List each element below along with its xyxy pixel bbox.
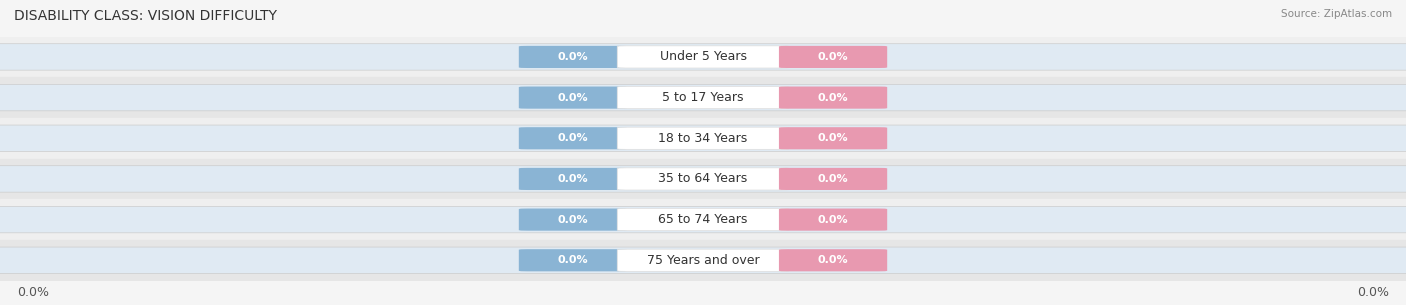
FancyBboxPatch shape xyxy=(617,209,789,231)
FancyBboxPatch shape xyxy=(0,247,1406,274)
FancyBboxPatch shape xyxy=(0,84,1406,111)
Text: 5 to 17 Years: 5 to 17 Years xyxy=(662,91,744,104)
FancyBboxPatch shape xyxy=(519,127,627,149)
FancyBboxPatch shape xyxy=(519,168,627,190)
Bar xyxy=(0,240,1406,281)
Text: 0.0%: 0.0% xyxy=(17,286,49,299)
Text: 65 to 74 Years: 65 to 74 Years xyxy=(658,213,748,226)
Text: 0.0%: 0.0% xyxy=(558,93,588,102)
Text: 0.0%: 0.0% xyxy=(818,93,848,102)
FancyBboxPatch shape xyxy=(779,87,887,109)
FancyBboxPatch shape xyxy=(0,166,1406,192)
FancyBboxPatch shape xyxy=(0,44,1406,70)
Text: 75 Years and over: 75 Years and over xyxy=(647,254,759,267)
Bar xyxy=(0,77,1406,118)
FancyBboxPatch shape xyxy=(617,46,789,68)
FancyBboxPatch shape xyxy=(519,46,627,68)
Bar xyxy=(0,159,1406,199)
Text: 0.0%: 0.0% xyxy=(558,255,588,265)
FancyBboxPatch shape xyxy=(617,127,789,149)
Text: 0.0%: 0.0% xyxy=(818,255,848,265)
FancyBboxPatch shape xyxy=(617,249,789,271)
FancyBboxPatch shape xyxy=(779,46,887,68)
FancyBboxPatch shape xyxy=(617,87,789,109)
Text: 35 to 64 Years: 35 to 64 Years xyxy=(658,172,748,185)
FancyBboxPatch shape xyxy=(779,209,887,231)
FancyBboxPatch shape xyxy=(779,127,887,149)
FancyBboxPatch shape xyxy=(779,249,887,271)
FancyBboxPatch shape xyxy=(519,209,627,231)
Text: 0.0%: 0.0% xyxy=(818,52,848,62)
FancyBboxPatch shape xyxy=(0,125,1406,152)
Bar xyxy=(0,37,1406,77)
Text: 0.0%: 0.0% xyxy=(818,174,848,184)
Text: DISABILITY CLASS: VISION DIFFICULTY: DISABILITY CLASS: VISION DIFFICULTY xyxy=(14,9,277,23)
Text: Under 5 Years: Under 5 Years xyxy=(659,50,747,63)
Bar xyxy=(0,118,1406,159)
Text: 0.0%: 0.0% xyxy=(558,174,588,184)
FancyBboxPatch shape xyxy=(617,168,789,190)
Text: 18 to 34 Years: 18 to 34 Years xyxy=(658,132,748,145)
FancyBboxPatch shape xyxy=(779,168,887,190)
Text: 0.0%: 0.0% xyxy=(558,52,588,62)
Text: 0.0%: 0.0% xyxy=(558,133,588,143)
FancyBboxPatch shape xyxy=(519,249,627,271)
FancyBboxPatch shape xyxy=(519,87,627,109)
Text: 0.0%: 0.0% xyxy=(558,215,588,224)
Text: 0.0%: 0.0% xyxy=(1357,286,1389,299)
Text: Source: ZipAtlas.com: Source: ZipAtlas.com xyxy=(1281,9,1392,19)
FancyBboxPatch shape xyxy=(0,206,1406,233)
Bar xyxy=(0,199,1406,240)
Text: 0.0%: 0.0% xyxy=(818,133,848,143)
Text: 0.0%: 0.0% xyxy=(818,215,848,224)
